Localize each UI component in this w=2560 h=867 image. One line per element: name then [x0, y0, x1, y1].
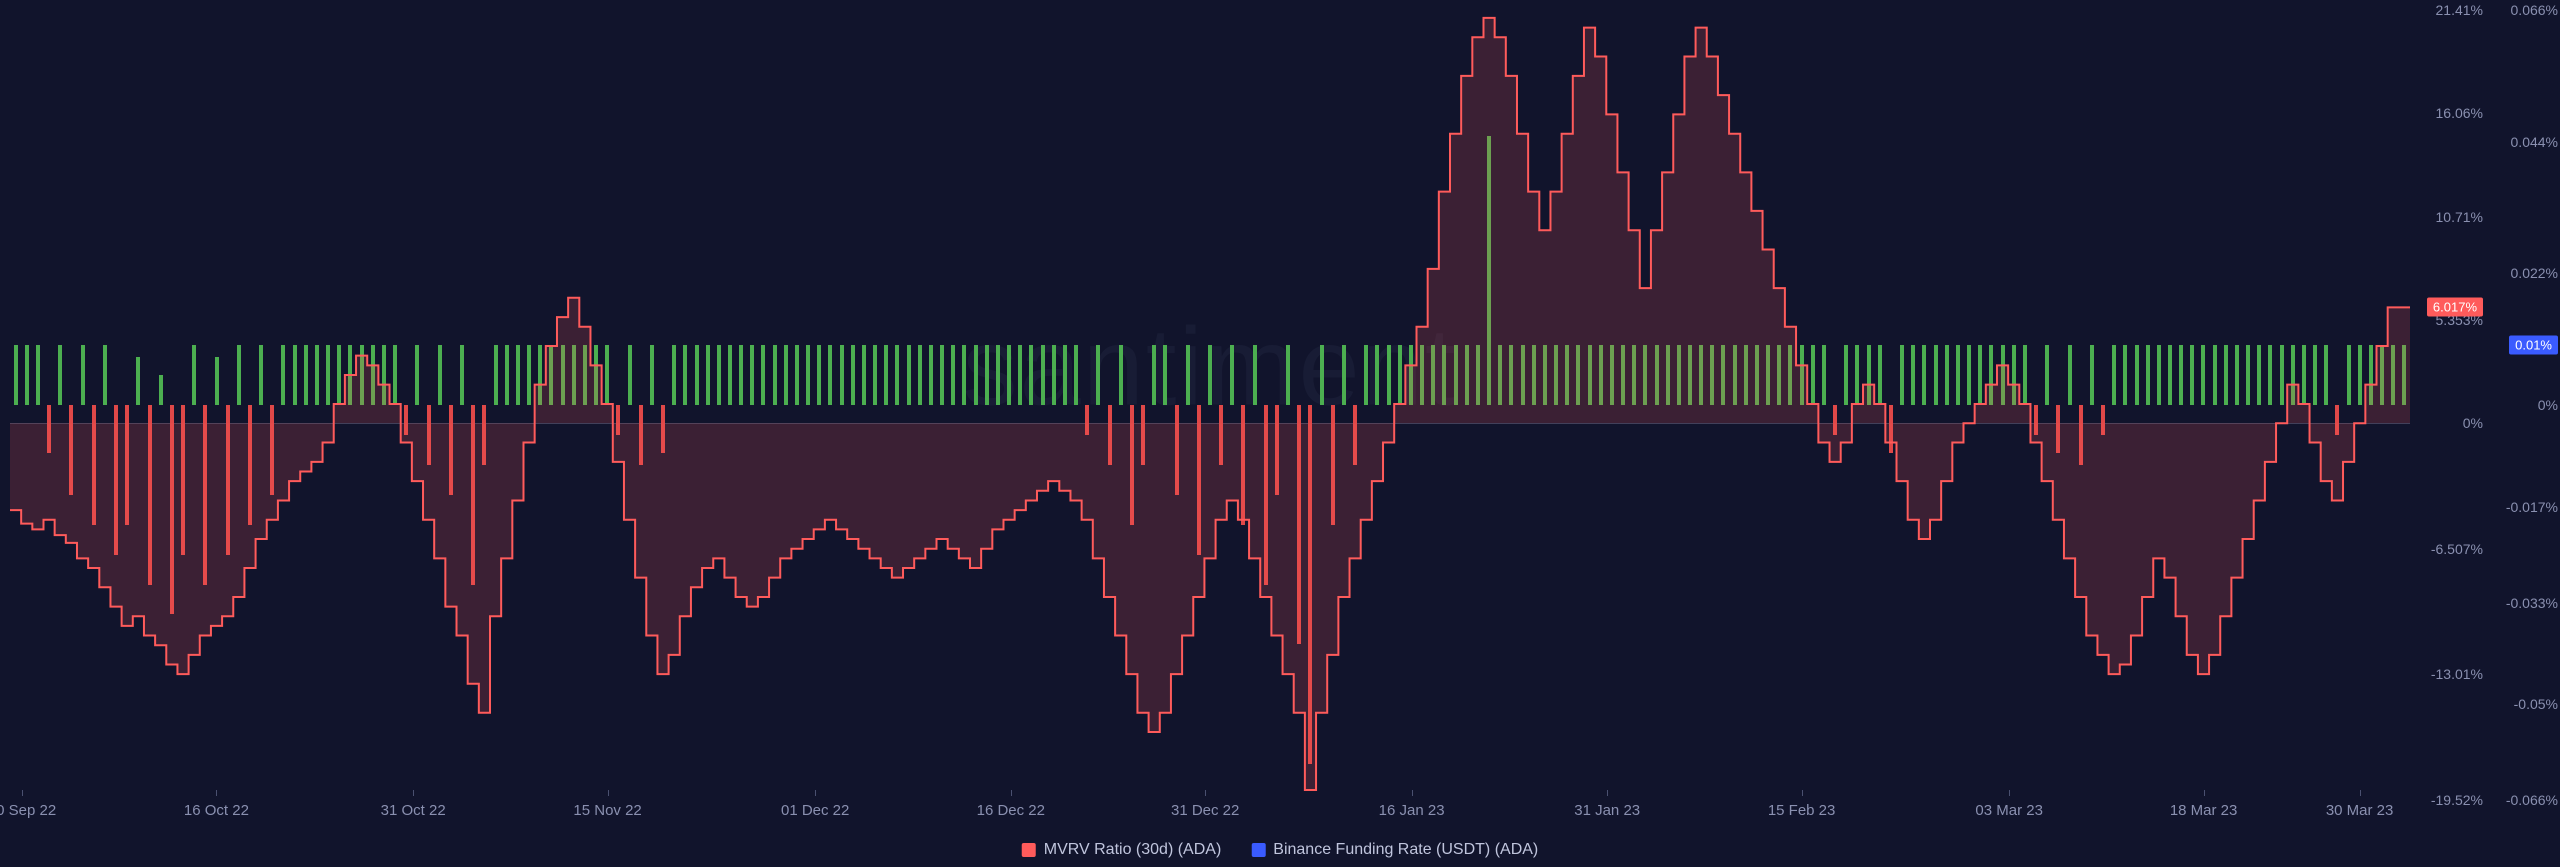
x-tick-label: 31 Dec 22: [1171, 802, 1239, 819]
y-right-tick-label: 0.066%: [2511, 2, 2558, 18]
x-tick-label: 18 Mar 23: [2170, 802, 2238, 819]
x-tick-mark: [1802, 790, 1803, 796]
y-axis-right: 0.066%0.044%0.022%0%-0.017%-0.033%-0.05%…: [2483, 10, 2558, 800]
x-tick-mark: [216, 790, 217, 796]
y-left-tick-label: 0%: [2463, 415, 2483, 431]
y-left-tick-label: -6.507%: [2431, 541, 2483, 557]
x-tick-label: 15 Nov 22: [573, 802, 641, 819]
mvrv-line-layer: [10, 10, 2410, 800]
x-tick-label: 30 Mar 23: [2326, 802, 2394, 819]
x-tick-label: 30 Sep 22: [0, 802, 56, 819]
x-tick-label: 31 Oct 22: [381, 802, 446, 819]
x-axis: 30 Sep 2216 Oct 2231 Oct 2215 Nov 2201 D…: [10, 802, 2410, 822]
legend-label-mvrv: MVRV Ratio (30d) (ADA): [1044, 841, 1222, 859]
mvrv-current-badge: 6.017%: [2427, 298, 2483, 317]
y-left-tick-label: -19.52%: [2431, 792, 2483, 808]
y-right-tick-label: -0.05%: [2514, 696, 2558, 712]
y-right-tick-label: 0.022%: [2511, 265, 2558, 281]
chart-legend: MVRV Ratio (30d) (ADA) Binance Funding R…: [1022, 841, 1539, 859]
legend-label-funding: Binance Funding Rate (USDT) (ADA): [1273, 841, 1538, 859]
x-tick-mark: [608, 790, 609, 796]
y-axis-left: 21.41%16.06%10.71%5.353%0%-6.507%-13.01%…: [2413, 10, 2483, 800]
x-tick-label: 01 Dec 22: [781, 802, 849, 819]
x-tick-mark: [2204, 790, 2205, 796]
x-tick-mark: [22, 790, 23, 796]
legend-swatch-mvrv: [1022, 843, 1036, 857]
y-left-tick-label: 21.41%: [2436, 2, 2483, 18]
legend-swatch-funding: [1251, 843, 1265, 857]
y-right-tick-label: 0%: [2538, 397, 2558, 413]
y-left-tick-label: 16.06%: [2436, 105, 2483, 121]
x-tick-mark: [1412, 790, 1413, 796]
x-tick-mark: [1011, 790, 1012, 796]
y-right-tick-label: 0.044%: [2511, 134, 2558, 150]
x-tick-label: 16 Jan 23: [1379, 802, 1445, 819]
x-tick-label: 16 Dec 22: [977, 802, 1045, 819]
x-tick-label: 03 Mar 23: [1975, 802, 2043, 819]
x-tick-mark: [1607, 790, 1608, 796]
x-tick-mark: [2360, 790, 2361, 796]
x-tick-label: 16 Oct 22: [184, 802, 249, 819]
x-tick-mark: [1205, 790, 1206, 796]
y-left-tick-label: 10.71%: [2436, 209, 2483, 225]
legend-item-funding[interactable]: Binance Funding Rate (USDT) (ADA): [1251, 841, 1538, 859]
x-tick-mark: [2009, 790, 2010, 796]
y-left-tick-label: -13.01%: [2431, 666, 2483, 682]
chart-plot-area[interactable]: santiment: [10, 10, 2410, 800]
x-tick-label: 31 Jan 23: [1574, 802, 1640, 819]
legend-item-mvrv[interactable]: MVRV Ratio (30d) (ADA): [1022, 841, 1222, 859]
x-tick-mark: [413, 790, 414, 796]
x-tick-label: 15 Feb 23: [1768, 802, 1836, 819]
funding-current-badge: 0.01%: [2509, 336, 2558, 355]
y-right-tick-label: -0.066%: [2506, 792, 2558, 808]
y-right-tick-label: -0.033%: [2506, 595, 2558, 611]
x-tick-mark: [815, 790, 816, 796]
y-right-tick-label: -0.017%: [2506, 499, 2558, 515]
mvrv-fill-area: [10, 18, 2410, 790]
